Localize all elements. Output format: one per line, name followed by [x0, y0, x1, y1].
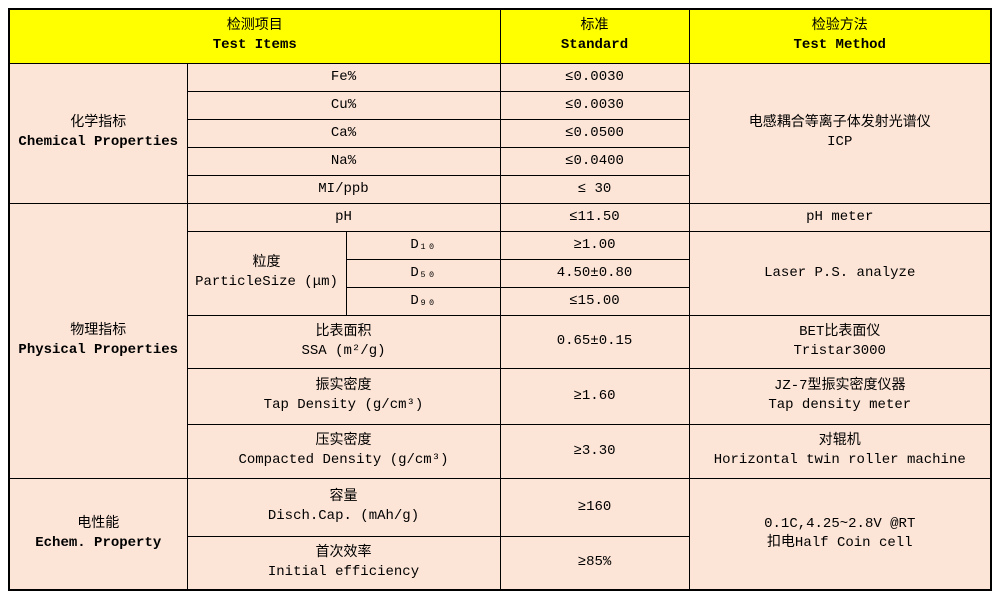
- item-d90: D₉₀: [345, 286, 501, 316]
- method-ssa: BET比表面仪 Tristar3000: [688, 314, 992, 369]
- table-row: 电性能 Echem. Property 容量 Disch.Cap. (mAh/g…: [8, 477, 992, 591]
- standard-capacity: ≥160: [499, 477, 690, 537]
- item-capacity: 容量 Disch.Cap. (mAh/g): [186, 477, 501, 537]
- item-tap-density-zh: 振实密度: [315, 378, 372, 394]
- table-row: 首次效率 Initial efficiency ≥85%: [9, 535, 991, 591]
- standard-fe: ≤0.0030: [499, 62, 690, 92]
- category-echem-zh: 电性能: [77, 515, 120, 532]
- item-initial-efficiency-en: Initial efficiency: [267, 563, 420, 580]
- standard-d50: 4.50±0.80: [499, 258, 690, 288]
- item-initial-efficiency: 首次效率 Initial efficiency: [186, 535, 501, 591]
- standard-ca: ≤0.0500: [499, 118, 690, 148]
- category-echem-en: Echem. Property: [35, 534, 162, 551]
- standard-ph: ≤11.50: [499, 202, 690, 232]
- category-chemical-en: Chemical Properties: [18, 134, 179, 150]
- method-icp-zh: 电感耦合等离子体发射光谱仪: [748, 115, 931, 131]
- method-ssa-en: Tristar3000: [793, 342, 886, 359]
- header-row: 检测项目 Test Items 标准 Standard 检验方法 Test Me…: [8, 8, 992, 64]
- item-initial-efficiency-zh: 首次效率: [315, 544, 372, 561]
- method-tap-density-en: Tap density meter: [768, 397, 912, 413]
- standard-d10: ≥1.00: [499, 230, 690, 260]
- category-physical-zh: 物理指标: [70, 322, 127, 339]
- standard-na: ≤0.0400: [499, 146, 690, 176]
- table-row: D₉₀ ≤15.00: [9, 286, 991, 316]
- method-icp: 电感耦合等离子体发射光谱仪 ICP: [688, 62, 992, 204]
- standard-mi: ≤ 30: [499, 174, 690, 204]
- header-test-method-en: Test Method: [793, 37, 886, 54]
- table-row: 粒度 ParticleSize (μm) D₁₀ ≥1.00 Laser P.S…: [9, 230, 992, 316]
- item-particle-size: 粒度 ParticleSize (μm): [186, 230, 347, 316]
- header-standard-zh: 标准: [580, 18, 609, 35]
- method-compacted-density-en: Horizontal twin roller machine: [713, 452, 966, 468]
- method-compacted-density: 对辊机 Horizontal twin roller machine: [688, 423, 992, 479]
- table-row: MI/ppb ≤ 30: [9, 174, 991, 204]
- standard-initial-efficiency: ≥85%: [499, 535, 690, 591]
- item-ssa: 比表面积 SSA (m²/g): [186, 314, 501, 369]
- method-icp-en: ICP: [827, 134, 853, 150]
- method-ssa-zh: BET比表面仪: [799, 323, 881, 340]
- standard-compacted-density: ≥3.30: [499, 423, 690, 479]
- header-test-items-en: Test Items: [212, 37, 297, 54]
- item-tap-density: 振实密度 Tap Density (g/cm³): [186, 367, 501, 425]
- table-row: 物理指标 Physical Properties pH ≤11.50 pH me…: [8, 202, 992, 479]
- method-compacted-density-zh: 对辊机: [818, 433, 861, 449]
- method-echem: 0.1C,4.25~2.8V @RT 扣电Half Coin cell: [688, 477, 992, 591]
- item-cu: Cu%: [186, 90, 501, 120]
- item-mi: MI/ppb: [186, 174, 501, 204]
- header-test-method-zh: 检验方法: [811, 18, 868, 35]
- item-compacted-density-zh: 压实密度: [315, 433, 372, 449]
- method-laser: Laser P.S. analyze: [688, 230, 992, 316]
- method-echem-line2: 扣电Half Coin cell: [766, 534, 913, 551]
- item-ph: pH: [186, 202, 501, 232]
- header-standard-en: Standard: [560, 37, 629, 54]
- table-row: 压实密度 Compacted Density (g/cm³) ≥3.30 对辊机…: [9, 423, 992, 479]
- item-na: Na%: [186, 146, 501, 176]
- item-d50: D₅₀: [345, 258, 501, 288]
- item-particle-size-en: ParticleSize (μm): [195, 274, 338, 290]
- standard-d90: ≤15.00: [499, 286, 690, 316]
- table-row: 比表面积 SSA (m²/g) 0.65±0.15 BET比表面仪 Trista…: [9, 314, 992, 369]
- method-tap-density: JZ-7型振实密度仪器 Tap density meter: [688, 367, 992, 425]
- category-echem: 电性能 Echem. Property: [8, 477, 188, 591]
- item-ca: Ca%: [186, 118, 501, 148]
- spec-table: 检测项目 Test Items 标准 Standard 检验方法 Test Me…: [8, 8, 992, 591]
- item-d10: D₁₀: [345, 230, 501, 260]
- category-chemical: 化学指标 Chemical Properties: [8, 62, 188, 204]
- table-row: Cu% ≤0.0030: [9, 90, 991, 120]
- item-ssa-en: SSA (m²/g): [301, 342, 386, 359]
- header-test-method: 检验方法 Test Method: [688, 8, 992, 64]
- header-standard: 标准 Standard: [499, 8, 690, 64]
- method-echem-line1: 0.1C,4.25~2.8V @RT: [764, 515, 916, 532]
- table-row: 化学指标 Chemical Properties Fe% ≤0.0030 电感耦…: [8, 62, 992, 204]
- method-tap-density-zh: JZ-7型振实密度仪器: [773, 378, 906, 394]
- item-capacity-en: Disch.Cap. (mAh/g): [267, 508, 420, 524]
- item-capacity-zh: 容量: [329, 489, 358, 505]
- header-test-items-zh: 检测项目: [226, 18, 283, 35]
- header-test-items: 检测项目 Test Items: [8, 8, 501, 64]
- category-physical-en: Physical Properties: [18, 341, 179, 358]
- category-physical: 物理指标 Physical Properties: [8, 202, 188, 479]
- item-fe: Fe%: [186, 62, 501, 92]
- table-row: Na% ≤0.0400: [9, 146, 991, 176]
- item-compacted-density: 压实密度 Compacted Density (g/cm³): [186, 423, 501, 479]
- standard-ssa: 0.65±0.15: [499, 314, 690, 369]
- item-compacted-density-en: Compacted Density (g/cm³): [238, 452, 449, 468]
- item-tap-density-en: Tap Density (g/cm³): [263, 397, 424, 413]
- category-chemical-zh: 化学指标: [70, 115, 127, 131]
- item-ssa-zh: 比表面积: [315, 323, 372, 340]
- table-row: 振实密度 Tap Density (g/cm³) ≥1.60 JZ-7型振实密度…: [9, 367, 992, 425]
- standard-tap-density: ≥1.60: [499, 367, 690, 425]
- item-particle-size-zh: 粒度: [252, 255, 281, 271]
- method-ph: pH meter: [688, 202, 992, 232]
- standard-cu: ≤0.0030: [499, 90, 690, 120]
